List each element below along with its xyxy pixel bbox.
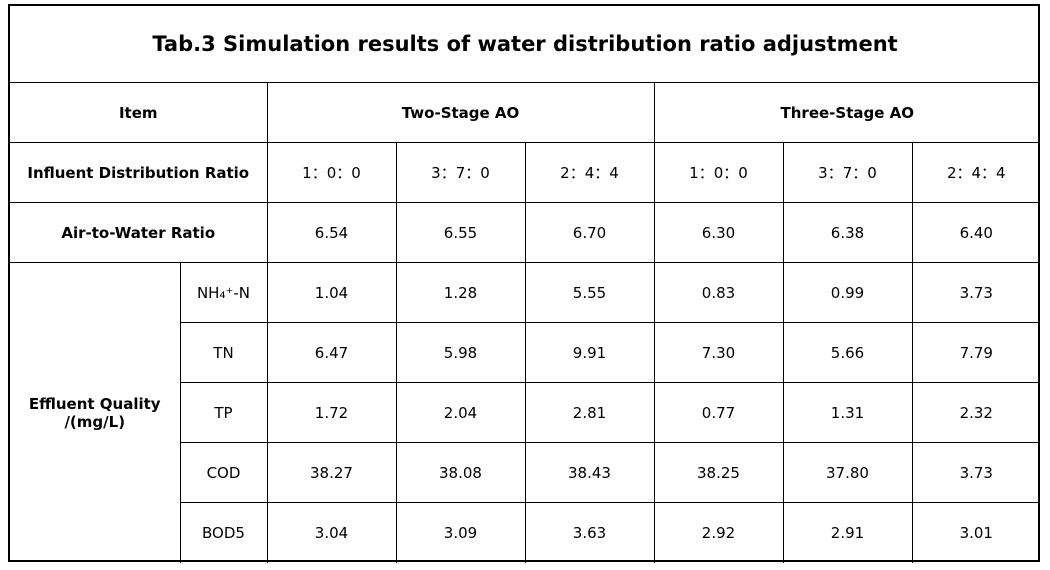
value-cell: 0.99 (782, 262, 913, 323)
value-cell: 2.32 (911, 382, 1041, 443)
header-item: Item (10, 82, 268, 143)
air-cell: 6.55 (395, 202, 526, 263)
param-label: TP (180, 382, 268, 443)
value-cell: 5.66 (782, 322, 913, 383)
effluent-quality-label: Effluent Quality /(mg/L) (10, 262, 181, 563)
air-row-label: Air-to-Water Ratio (10, 202, 268, 263)
air-cell: 6.70 (524, 202, 655, 263)
value-cell: 3.63 (524, 502, 655, 563)
ratio-cell: 3：7：0 (395, 142, 526, 203)
value-cell: 1.72 (266, 382, 397, 443)
ratio-row-label: Influent Distribution Ratio (10, 142, 268, 203)
value-cell: 37.80 (782, 442, 913, 503)
value-cell: 2.81 (524, 382, 655, 443)
table-title: Tab.3 Simulation results of water distri… (10, 6, 1041, 83)
value-cell: 38.25 (653, 442, 784, 503)
value-cell: 2.04 (395, 382, 526, 443)
table-row: TP 1.72 2.04 2.81 0.77 1.31 2.32 (10, 382, 1041, 443)
ratio-cell: 3：7：0 (782, 142, 913, 203)
value-cell: 3.09 (395, 502, 526, 563)
value-cell: 5.55 (524, 262, 655, 323)
results-table-frame: Tab.3 Simulation results of water distri… (8, 4, 1041, 563)
ratio-cell: 2：4：4 (911, 142, 1041, 203)
value-cell: 5.98 (395, 322, 526, 383)
param-label: COD (180, 442, 268, 503)
value-cell: 3.73 (911, 262, 1041, 323)
air-cell: 6.30 (653, 202, 784, 263)
value-cell: 1.28 (395, 262, 526, 323)
header-two-stage-ao: Two-Stage AO (266, 82, 655, 143)
param-label: NH₄⁺-N (179, 262, 268, 323)
param-label: BOD5 (180, 502, 268, 563)
ratio-row: Influent Distribution Ratio 1：0：0 3：7：0 … (10, 142, 1041, 203)
value-cell: 1.31 (782, 382, 913, 443)
value-cell: 0.83 (653, 262, 784, 323)
air-cell: 6.38 (782, 202, 913, 263)
table-row: Effluent Quality /(mg/L) NH₄⁺-N 1.04 1.2… (10, 262, 1041, 563)
value-cell: 7.79 (911, 322, 1041, 383)
air-cell: 6.40 (911, 202, 1041, 263)
value-cell: 7.30 (653, 322, 784, 383)
value-cell: 9.91 (524, 322, 655, 383)
ratio-cell: 2：4：4 (524, 142, 655, 203)
table-row: COD 38.27 38.08 38.43 38.25 37.80 3.73 (10, 442, 1041, 503)
value-cell: 3.04 (266, 502, 397, 563)
value-cell: 38.27 (266, 442, 397, 503)
air-cell: 6.54 (266, 202, 397, 263)
value-cell: 38.08 (395, 442, 526, 503)
param-label: TN (180, 322, 268, 383)
results-table: Tab.3 Simulation results of water distri… (10, 6, 1041, 563)
table-row: BOD5 3.04 3.09 3.63 2.92 2.91 3.01 (10, 502, 1041, 563)
value-cell: 2.91 (782, 502, 913, 563)
value-cell: 2.92 (653, 502, 784, 563)
ratio-cell: 1：0：0 (653, 142, 784, 203)
value-cell: 38.43 (524, 442, 655, 503)
value-cell: 0.77 (653, 382, 784, 443)
value-cell: 3.01 (911, 502, 1041, 563)
air-row: Air-to-Water Ratio 6.54 6.55 6.70 6.30 6… (10, 202, 1041, 263)
effluent-label-line1: Effluent Quality (28, 394, 161, 413)
value-cell: 3.73 (911, 442, 1041, 503)
value-cell: 6.47 (266, 322, 397, 383)
effluent-label-line2: /(mg/L) (64, 412, 126, 431)
value-cell: 1.04 (266, 262, 397, 323)
ratio-cell: 1：0：0 (266, 142, 397, 203)
header-three-stage-ao: Three-Stage AO (653, 82, 1041, 143)
